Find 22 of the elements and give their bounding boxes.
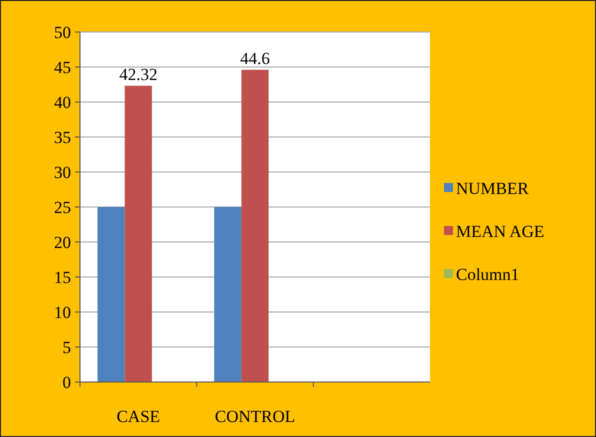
legend-label: MEAN AGE xyxy=(456,222,544,241)
bar xyxy=(214,207,242,382)
y-tick-label: 30 xyxy=(54,162,71,182)
y-tick-label: 45 xyxy=(54,58,71,77)
data-label: 42.32 xyxy=(119,64,158,84)
bar xyxy=(124,86,152,382)
bar xyxy=(241,70,269,382)
x-tick-label: CASE xyxy=(116,407,160,426)
bar xyxy=(98,207,125,382)
y-tick-label: 10 xyxy=(54,302,71,322)
y-tick-label: 50 xyxy=(54,22,71,42)
y-tick-label: 5 xyxy=(62,338,71,357)
legend-label: NUMBER xyxy=(456,178,530,198)
y-tick-label: 20 xyxy=(54,232,71,252)
data-label: 44.6 xyxy=(240,48,270,68)
x-tick-label: CONTROL xyxy=(214,407,296,426)
y-tick-label: 25 xyxy=(54,198,71,217)
y-tick-label: 15 xyxy=(54,268,71,287)
legend-label: Column1 xyxy=(456,264,520,284)
y-tick-label: 40 xyxy=(54,92,71,112)
y-tick-label: 0 xyxy=(62,372,71,392)
y-tick-label: 35 xyxy=(54,128,71,147)
